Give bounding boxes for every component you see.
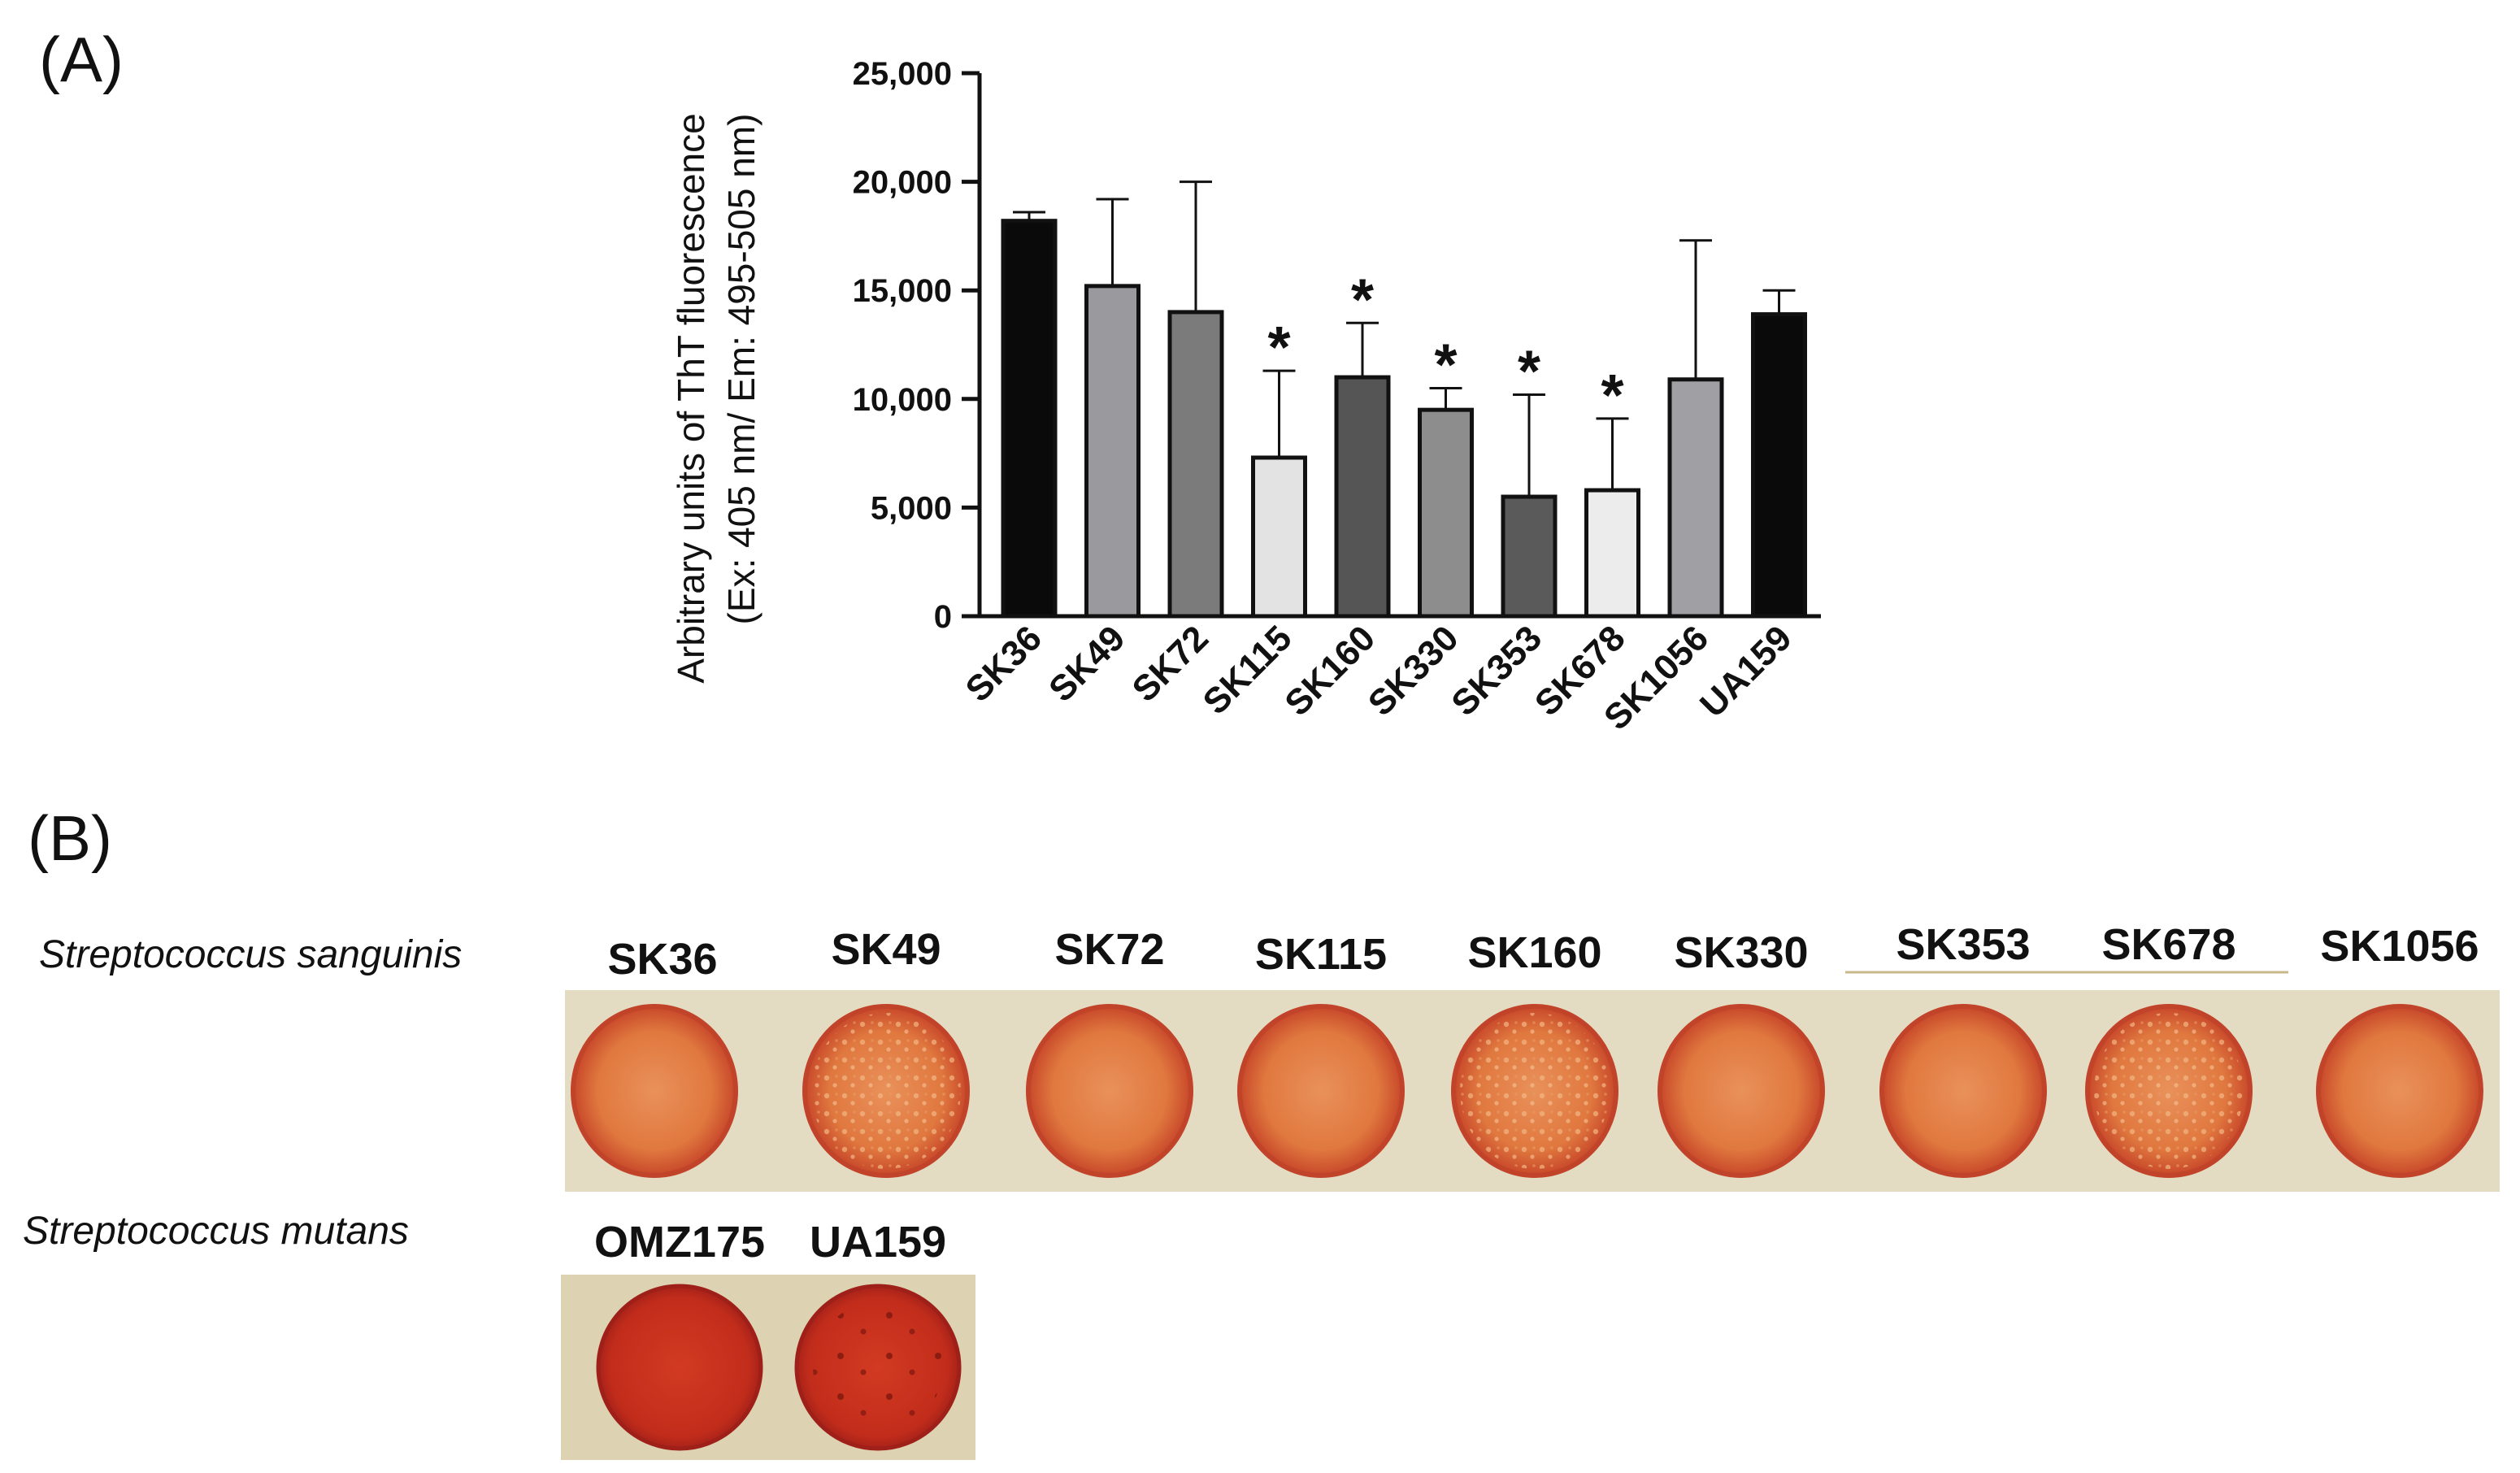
y-tick-label: 10,000	[853, 382, 952, 418]
x-axis-categories: SK36SK49SK72SK115SK160SK330SK353SK678SK1…	[958, 618, 1800, 737]
bar-sk49	[1084, 284, 1141, 619]
strain-label-sk330: SK330	[1674, 928, 1808, 977]
bar-sk36	[1001, 219, 1058, 619]
strain-label-sk49: SK49	[831, 925, 941, 974]
mutans-plate-strip	[561, 1275, 975, 1460]
strain-label-sk160: SK160	[1467, 928, 1601, 977]
bar-ua159	[1751, 312, 1807, 619]
x-category-label: SK330	[1361, 618, 1466, 723]
strain-label-sk1056: SK1056	[2320, 922, 2479, 971]
x-category-label: UA159	[1692, 618, 1799, 724]
panel-b-label: (B)	[28, 802, 112, 874]
bar-sk678	[1584, 488, 1640, 619]
y-axis-ticks: 0 5,000 10,000 15,000 20,000 25,000	[853, 56, 980, 635]
strain-label-sk36: SK36	[607, 935, 717, 984]
y-tick-label: 15,000	[853, 273, 952, 309]
y-tick-label: 0	[934, 599, 952, 635]
colony-sk160	[1451, 1004, 1618, 1178]
colony-omz175	[596, 1284, 763, 1451]
species-label-mutans: Streptococcus mutans	[23, 1210, 409, 1253]
strain-label-sk353: SK353	[1896, 920, 2030, 969]
bar-sk160	[1334, 375, 1391, 619]
x-category-label: SK160	[1277, 618, 1383, 723]
y-tick-label: 25,000	[853, 56, 952, 92]
colony-sk353	[1879, 1004, 2047, 1178]
x-category-label: SK36	[958, 618, 1049, 709]
significance-marker: *	[1434, 332, 1457, 398]
y-axis-label-line2: (Ex: 405 nm/ Em: 495-505 nm)	[720, 114, 763, 625]
panel-a-label: (A)	[39, 24, 124, 95]
bar-sk115	[1251, 455, 1307, 619]
sanguinis-strain-labels: SK36 SK49 SK72 SK115 SK160 SK330 SK353 SK678 SK1…	[607, 920, 2479, 984]
colony-sk1056	[2316, 1004, 2483, 1178]
significance-marker: *	[1518, 339, 1540, 404]
significance-marker: *	[1351, 267, 1374, 332]
colony-sk115	[1237, 1004, 1405, 1178]
x-category-label: SK49	[1041, 618, 1132, 709]
sanguinis-plate-strip	[565, 990, 2500, 1192]
strain-label-sk115: SK115	[1255, 930, 1387, 979]
y-tick-label: 20,000	[853, 165, 952, 201]
colony-ua159	[794, 1284, 962, 1451]
colony-sk330	[1658, 1004, 1825, 1178]
bar-sk72	[1167, 310, 1224, 619]
colony-sk678	[2085, 1004, 2253, 1178]
bars: * * * * *	[1001, 180, 1807, 619]
x-category-label: SK353	[1444, 618, 1549, 723]
strain-label-sk72: SK72	[1054, 925, 1164, 974]
species-label-sanguinis: Streptococcus sanguinis	[39, 933, 462, 976]
strain-label-sk678: SK678	[2101, 920, 2235, 969]
bar-sk1056	[1667, 377, 1724, 619]
significance-marker: *	[1601, 363, 1623, 428]
significance-marker: *	[1267, 315, 1290, 380]
x-category-label: SK115	[1196, 618, 1300, 722]
colony-sk49	[802, 1004, 970, 1178]
colony-sk36	[571, 1004, 738, 1178]
colony-sk72	[1026, 1004, 1193, 1178]
bar-sk353	[1501, 494, 1558, 619]
strain-label-omz175: OMZ175	[594, 1218, 765, 1267]
y-tick-label: 5,000	[871, 490, 952, 526]
bar-sk330	[1418, 407, 1474, 619]
y-axis-label-line1: Arbitrary units of ThT fluorescence	[670, 113, 712, 683]
strain-label-ua159: UA159	[810, 1218, 946, 1267]
bar-chart: Arbitrary units of ThT fluorescence (Ex:…	[670, 56, 1821, 738]
mutans-strain-labels: OMZ175 UA159	[594, 1218, 946, 1267]
